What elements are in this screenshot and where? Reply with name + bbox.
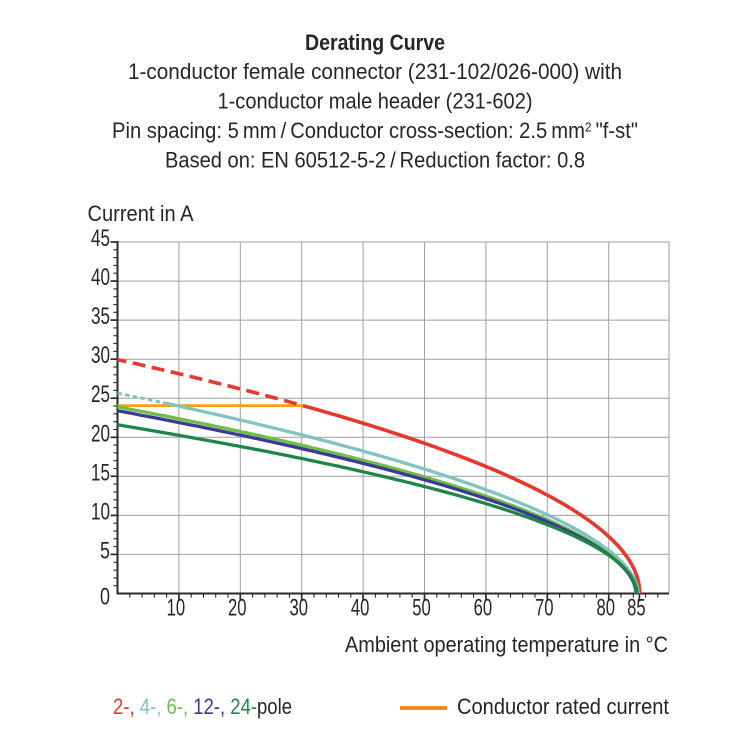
svg-text:50: 50 [412,595,431,622]
svg-text:10: 10 [91,498,110,525]
svg-text:Derating Curve: Derating Curve [305,30,445,55]
svg-text:5: 5 [100,537,110,564]
svg-text:35: 35 [91,303,110,330]
svg-text:45: 45 [91,225,110,252]
svg-text:Based on: EN 60512-5-2 / Reduc: Based on: EN 60512-5-2 / Reduction facto… [165,148,585,173]
svg-text:40: 40 [91,264,110,291]
svg-text:1-conductor male header (231-6: 1-conductor male header (231-602) [218,89,533,114]
svg-text:20: 20 [91,420,110,447]
svg-text:30: 30 [91,342,110,369]
svg-text:80: 80 [596,595,615,622]
svg-text:0: 0 [100,584,110,611]
svg-text:40: 40 [351,595,370,622]
svg-text:1-conductor female connector (: 1-conductor female connector (231-102/02… [128,59,622,84]
svg-text:70: 70 [535,595,554,622]
svg-text:85: 85 [627,595,646,622]
svg-text:Conductor rated current: Conductor rated current [457,694,669,719]
svg-text:Current in A: Current in A [88,201,194,226]
svg-text:30: 30 [289,595,308,622]
svg-text:Ambient operating temperature: Ambient operating temperature in °C [345,632,668,657]
svg-text:Pin spacing: 5 mm / Conductor: Pin spacing: 5 mm / Conductor cross-sect… [112,118,638,143]
svg-text:2-, 4-, 6-, 12-, 24-pole: 2-, 4-, 6-, 12-, 24-pole [113,694,292,719]
svg-text:25: 25 [91,381,110,408]
svg-text:10: 10 [167,595,186,622]
svg-text:15: 15 [91,459,110,486]
svg-text:60: 60 [474,595,493,622]
svg-text:20: 20 [228,595,247,622]
